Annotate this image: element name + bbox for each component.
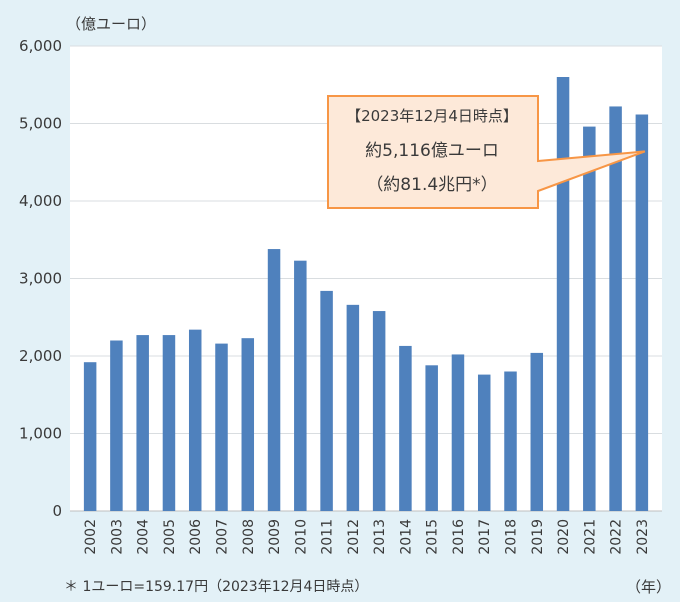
x-tick-label: 2005	[162, 519, 178, 555]
callout-date-text: 【2023年12月4日時点】	[346, 107, 518, 125]
x-tick-label: 2012	[346, 519, 362, 555]
x-tick-label: 2018	[504, 519, 520, 555]
y-tick-label: 1,000	[19, 425, 62, 443]
bar-2002	[83, 362, 97, 511]
bar-2003	[110, 340, 123, 511]
x-tick-label: 2019	[530, 519, 546, 555]
bar-series	[83, 77, 649, 512]
x-tick-label: 2021	[582, 519, 598, 555]
y-tick-label: 2,000	[19, 347, 62, 365]
x-tick-label: 2007	[215, 519, 231, 555]
bar-2009	[267, 249, 281, 512]
x-tick-label: 2002	[83, 519, 99, 555]
x-tick-label: 2010	[293, 519, 309, 555]
bar-2015	[425, 365, 438, 511]
bar-2012	[346, 304, 360, 511]
bar-2018	[504, 371, 517, 511]
y-tick-label: 0	[52, 502, 62, 520]
callout-yen-text: （約81.4兆円*）	[366, 175, 497, 195]
x-axis-unit-label: （年）	[626, 578, 671, 596]
callout-value-text: 約5,116億ユーロ	[365, 141, 499, 161]
x-tick-label: 2013	[372, 519, 388, 555]
x-tick-label: 2009	[267, 519, 283, 555]
bar-2019	[530, 352, 544, 511]
x-tick-label: 2008	[241, 519, 257, 555]
x-tick-label: 2023	[635, 519, 651, 555]
bar-2023	[635, 114, 649, 511]
bar-2008	[241, 338, 255, 511]
x-tick-label: 2017	[477, 519, 493, 555]
x-tick-label: 2003	[109, 519, 125, 555]
bar-2020	[556, 77, 570, 511]
y-tick-label: 6,000	[19, 37, 62, 55]
x-tick-label: 2016	[451, 519, 467, 555]
y-tick-label: 5,000	[19, 115, 62, 133]
y-tick-label: 3,000	[19, 270, 62, 288]
x-tick-label: 2004	[136, 519, 152, 555]
bar-2013	[372, 311, 386, 511]
x-tick-label: 2022	[609, 519, 625, 555]
y-axis-unit-label: （億ユーロ）	[66, 15, 156, 33]
bar-2014	[399, 345, 412, 511]
x-tick-label: 2014	[398, 519, 414, 555]
bar-2005	[162, 335, 176, 511]
x-axis-ticks: 2002 2003 2004 2005 2006 2007 2008 2009 2010 2011…	[83, 519, 651, 555]
bar-2022	[609, 106, 622, 511]
bar-2007	[215, 343, 228, 511]
x-tick-label: 2011	[320, 519, 336, 555]
x-tick-label: 2020	[556, 519, 572, 555]
bar-2016	[451, 354, 465, 511]
bar-2010	[294, 260, 307, 511]
y-tick-label: 4,000	[19, 192, 62, 210]
x-tick-label: 2006	[188, 519, 204, 555]
callout-box	[327, 95, 646, 209]
bar-2017	[477, 374, 491, 511]
annotation-callout: 【2023年12月4日時点】 約5,116億ユーロ （約81.4兆円*）	[327, 95, 646, 209]
bar-2011	[320, 290, 333, 511]
y-axis-ticks: 0 1,000 2,000 3,000 4,000 5,000 6,000	[19, 37, 62, 520]
x-tick-label: 2015	[425, 519, 441, 555]
bar-2004	[136, 335, 149, 511]
bar-2006	[188, 329, 202, 511]
footnote: ＊ 1ユーロ=159.17円（2023年12月4日時点）	[64, 579, 368, 595]
bar-2021	[583, 126, 596, 511]
